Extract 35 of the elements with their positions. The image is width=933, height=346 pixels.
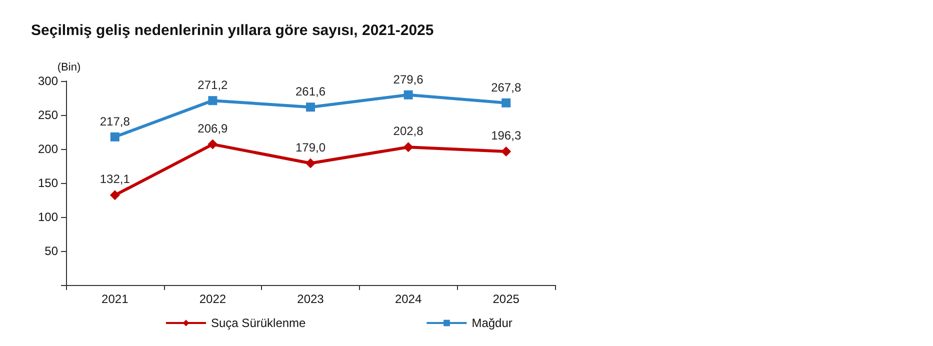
data-label: 206,9 xyxy=(198,121,228,136)
legend-label: Mağdur xyxy=(472,316,512,330)
data-label: 179,0 xyxy=(295,140,326,154)
data-label: 202,8 xyxy=(393,124,424,138)
point xyxy=(208,139,218,150)
data-label: 279,6 xyxy=(393,72,424,86)
point xyxy=(501,146,512,157)
x-tick-label: 2021 xyxy=(102,292,129,306)
point xyxy=(110,190,120,200)
point xyxy=(306,102,315,112)
data-label: 132,1 xyxy=(100,172,130,186)
data-label: 271,2 xyxy=(198,78,228,92)
legend-label: Suça Sürüklenme xyxy=(211,316,306,330)
data-label: 261,6 xyxy=(295,84,326,99)
y-tick-label: 250 xyxy=(38,108,58,122)
point xyxy=(306,158,316,168)
y-tick-label: 200 xyxy=(38,142,58,156)
y-tick-label: 150 xyxy=(38,176,58,190)
y-tick-label: 50 xyxy=(44,244,58,258)
y-axis-title: (Bin) xyxy=(57,62,81,74)
point xyxy=(110,132,120,142)
y-tick-label: 300 xyxy=(38,74,58,88)
data-label: 217,8 xyxy=(100,114,130,128)
chart-title: Seçilmiş geliş nedenlerinin yıllara göre sayısı, 2021-2025 xyxy=(31,22,434,39)
x-tick-label: 2023 xyxy=(297,292,324,306)
point xyxy=(404,90,413,100)
data-label: 196,3 xyxy=(491,128,522,143)
data-label: 267,8 xyxy=(491,80,522,94)
x-tick-label: 2022 xyxy=(199,292,226,306)
point xyxy=(403,142,414,152)
x-tick-label: 2024 xyxy=(394,292,422,306)
x-tick-label: 2025 xyxy=(492,292,520,306)
point xyxy=(208,96,218,106)
point xyxy=(502,98,511,108)
y-tick-label: 100 xyxy=(38,210,58,224)
